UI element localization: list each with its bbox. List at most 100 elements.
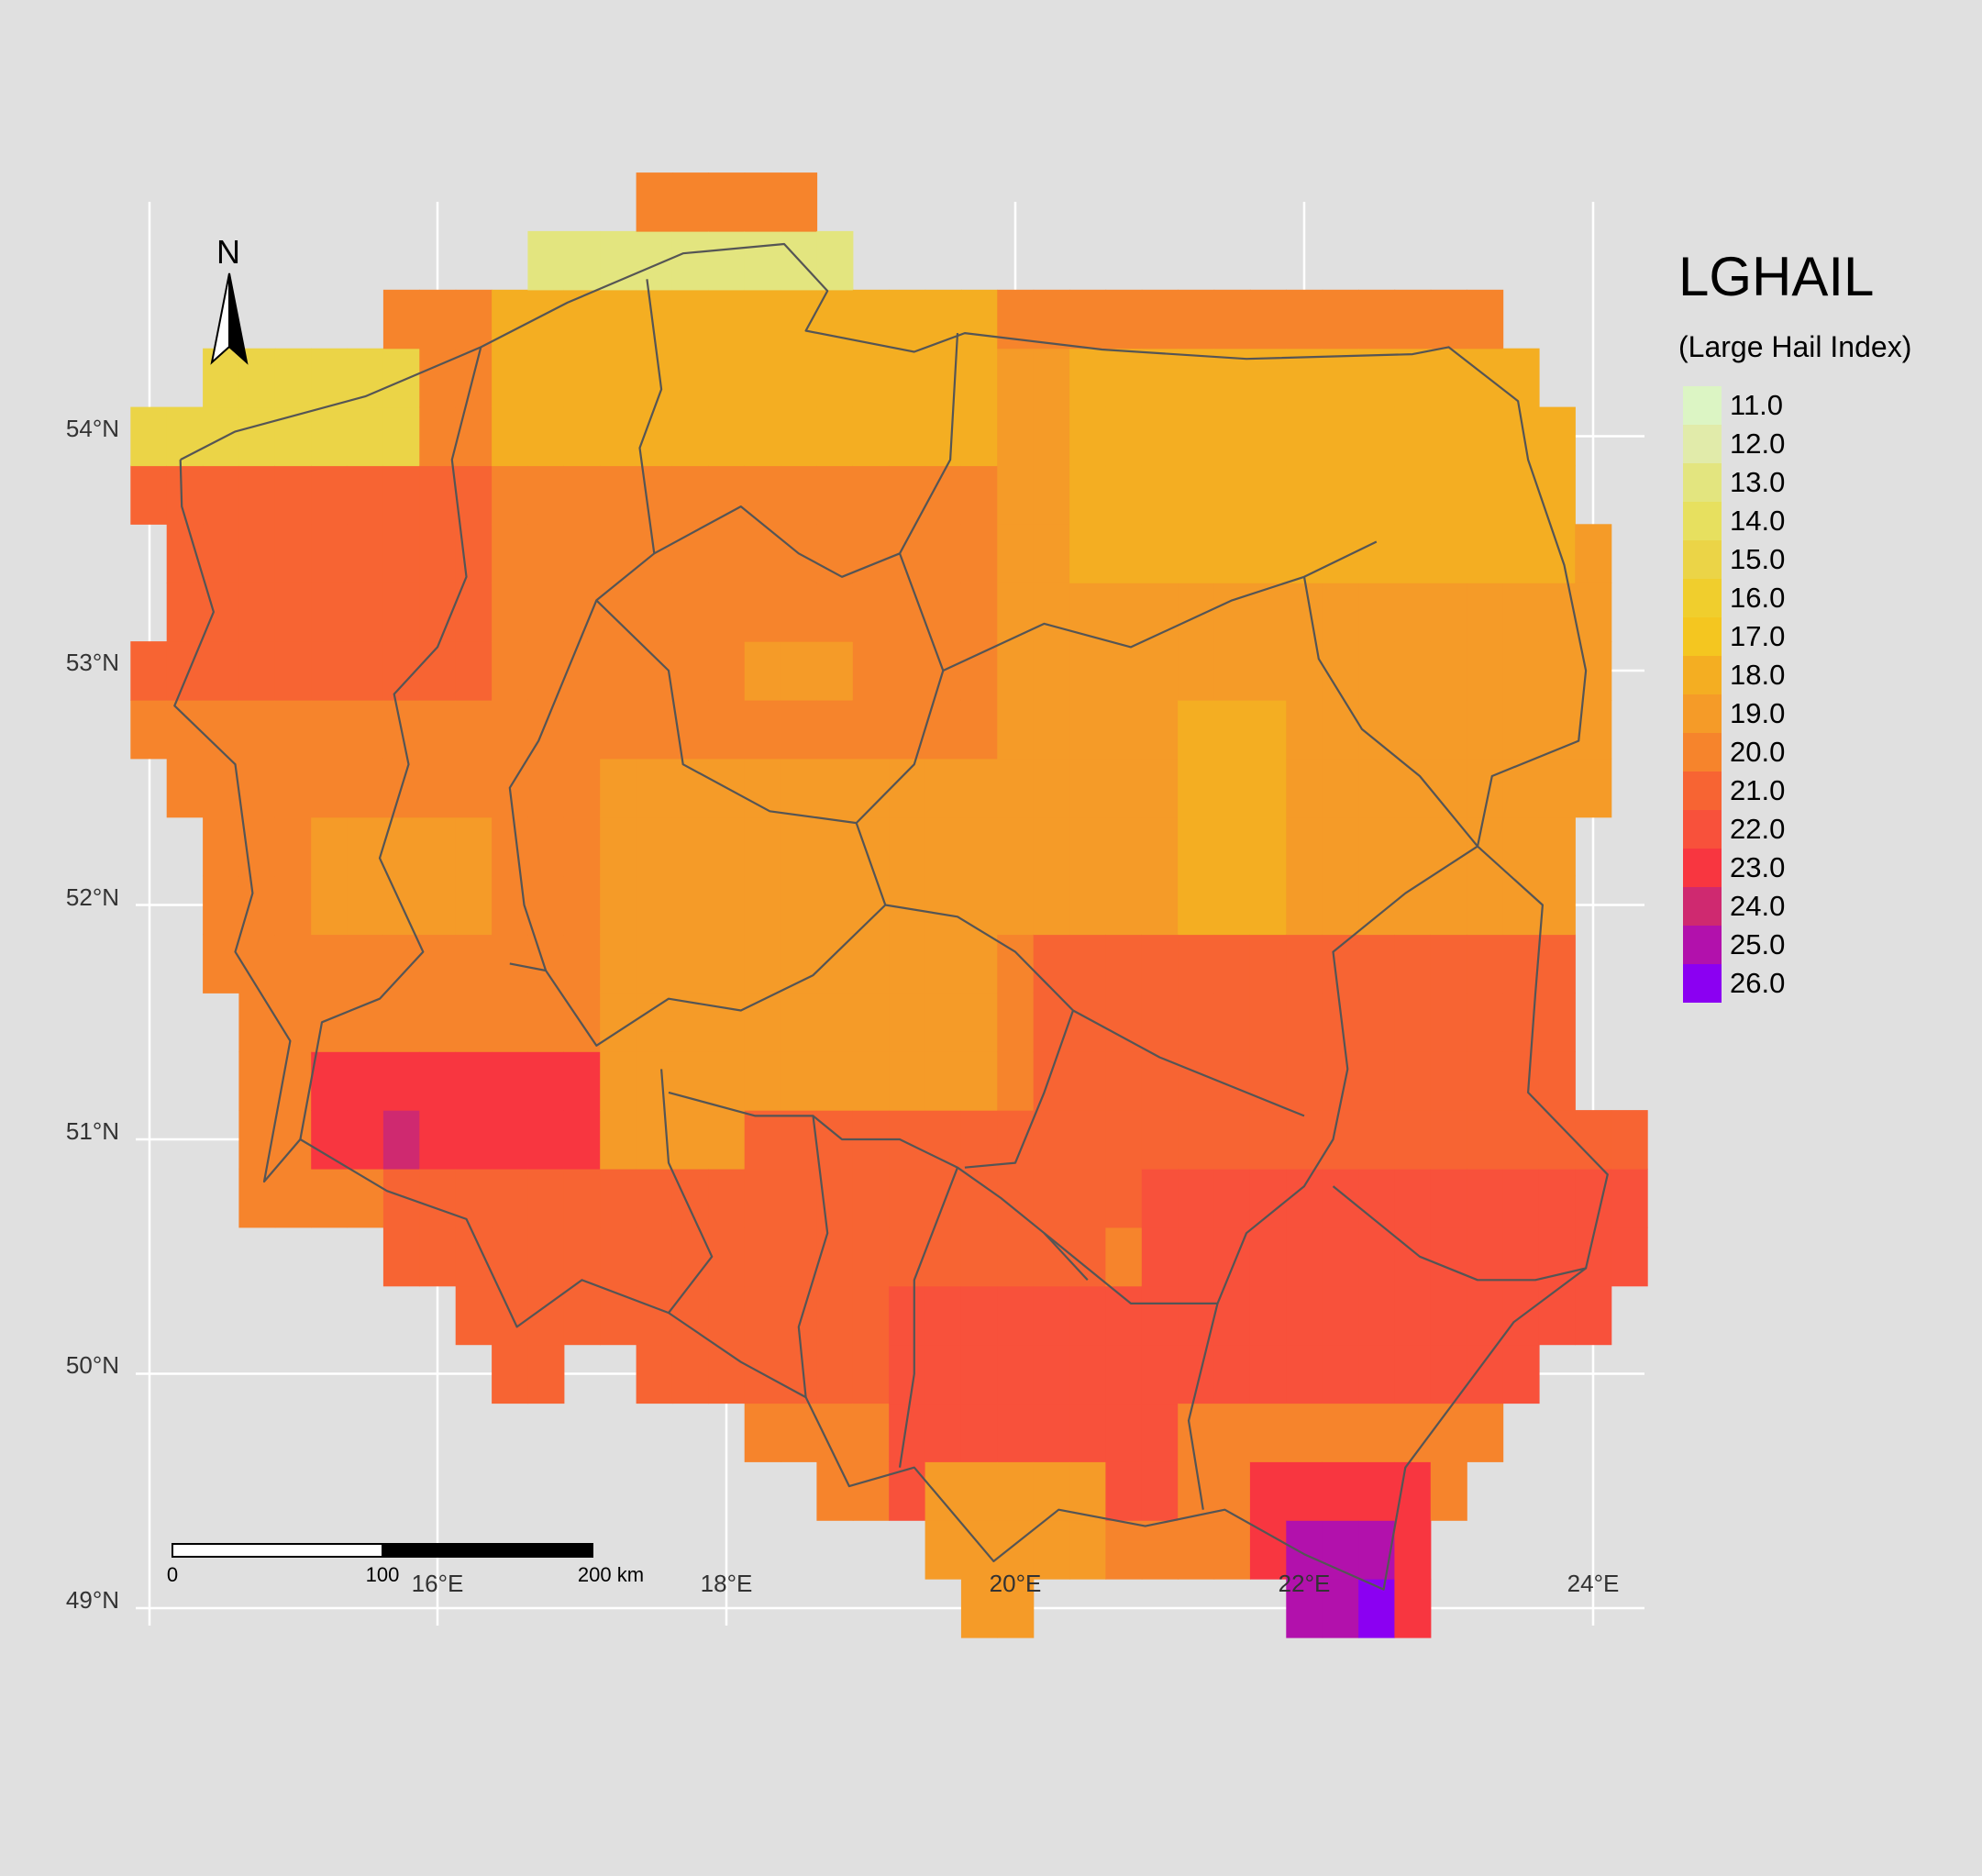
legend-label: 26.0 [1730, 967, 1785, 999]
raster-cell [1105, 1520, 1143, 1580]
raster-cell [1069, 934, 1107, 994]
raster-cell [492, 1344, 529, 1404]
legend-swatch [1683, 579, 1722, 617]
raster-cell [1033, 816, 1070, 877]
raster-cell [455, 641, 493, 701]
raster-cell [1249, 1110, 1287, 1170]
raster-cell [166, 758, 204, 818]
raster-cell [1430, 699, 1467, 760]
raster-cell [1394, 1344, 1432, 1404]
raster-cell [1141, 524, 1179, 583]
raster-cell [419, 699, 457, 760]
raster-cell [1286, 934, 1323, 994]
raster-cell [960, 699, 998, 760]
legend-labels: 11.0 12.0 13.0 14.0 15.0 16.0 17.0 18.0 19.0 20.0… [1730, 389, 1785, 999]
legend-swatch [1683, 425, 1722, 463]
scale-label: 200 km [578, 1563, 644, 1586]
raster-cell [600, 1110, 637, 1170]
raster-cell [1467, 1403, 1504, 1462]
raster-cell [1033, 758, 1070, 818]
raster-cell [744, 875, 781, 936]
province-border [660, 1069, 714, 1314]
raster-cell [1538, 1227, 1576, 1287]
raster-cell [1322, 289, 1359, 350]
raster-cell [1249, 524, 1287, 583]
raster-cell [960, 524, 998, 583]
raster-cell [274, 934, 312, 994]
raster-cell [527, 816, 565, 877]
province-border [595, 552, 945, 825]
raster-cell [1286, 1110, 1323, 1170]
raster-cell [1141, 1461, 1179, 1521]
raster-cell [925, 289, 962, 350]
raster-cell [600, 758, 637, 818]
raster-cell [419, 289, 457, 350]
legend-label: 15.0 [1730, 543, 1785, 575]
raster-cell [925, 406, 962, 467]
raster-cell [1105, 348, 1143, 408]
raster-cell [1069, 816, 1107, 877]
raster-cell [636, 993, 673, 1052]
raster-cell [419, 1168, 457, 1228]
raster-cell [960, 1403, 998, 1462]
raster-cell [889, 816, 926, 877]
raster-cell [347, 583, 384, 642]
raster-cell [816, 934, 854, 994]
raster-cell [527, 758, 565, 818]
raster-cell [563, 289, 601, 350]
y-tick-label: 50°N [66, 1351, 119, 1379]
raster-cell [816, 641, 854, 701]
raster-cell [960, 289, 998, 350]
raster-cell [1430, 1227, 1467, 1287]
legend-swatch [1683, 926, 1722, 964]
raster-cell [1105, 816, 1143, 877]
raster-cell [960, 1051, 998, 1111]
raster-cell [925, 758, 962, 818]
raster-cell [997, 583, 1035, 642]
raster-cell [1358, 1579, 1396, 1638]
raster-cell [203, 524, 240, 583]
raster-cell [889, 1461, 926, 1521]
raster-cell [1358, 1461, 1396, 1521]
raster-cell [1069, 1403, 1107, 1462]
raster-cell [1322, 1285, 1359, 1346]
province-border [1187, 1303, 1219, 1510]
raster-cell [1178, 289, 1215, 350]
legend-label: 19.0 [1730, 697, 1785, 729]
raster-cell [1069, 1344, 1107, 1404]
raster-cell [1105, 934, 1143, 994]
raster-cell [1105, 875, 1143, 936]
raster-cell [1105, 1285, 1143, 1346]
raster-cell [1033, 465, 1070, 525]
raster-cell [1394, 1461, 1432, 1521]
raster-cell [997, 1520, 1035, 1580]
raster-cell [1178, 641, 1215, 701]
raster-cell [744, 406, 781, 467]
raster-cell [1286, 1168, 1323, 1228]
raster-cell [816, 406, 854, 467]
raster-cell [130, 406, 168, 467]
raster-cell [1141, 465, 1179, 525]
raster-cell [925, 875, 962, 936]
raster-cell [1141, 1520, 1179, 1580]
raster-cell [492, 348, 529, 408]
raster-cell [563, 816, 601, 877]
raster-cell [311, 1110, 349, 1170]
raster-cell [347, 875, 384, 936]
raster-cell [1033, 583, 1070, 642]
raster-cell [997, 758, 1035, 818]
raster-cell [1430, 641, 1467, 701]
raster-cell [527, 465, 565, 525]
raster-cell [636, 465, 673, 525]
raster-cell [960, 993, 998, 1052]
legend-label: 20.0 [1730, 736, 1785, 768]
raster-cell [203, 875, 240, 936]
raster-cell [744, 758, 781, 818]
raster-cell [419, 993, 457, 1052]
raster-cell [1467, 641, 1504, 701]
raster-cell [238, 1168, 276, 1228]
raster-cell [274, 524, 312, 583]
raster-cell [1105, 1461, 1143, 1521]
raster-cell [311, 875, 349, 936]
raster-cell [708, 583, 746, 642]
